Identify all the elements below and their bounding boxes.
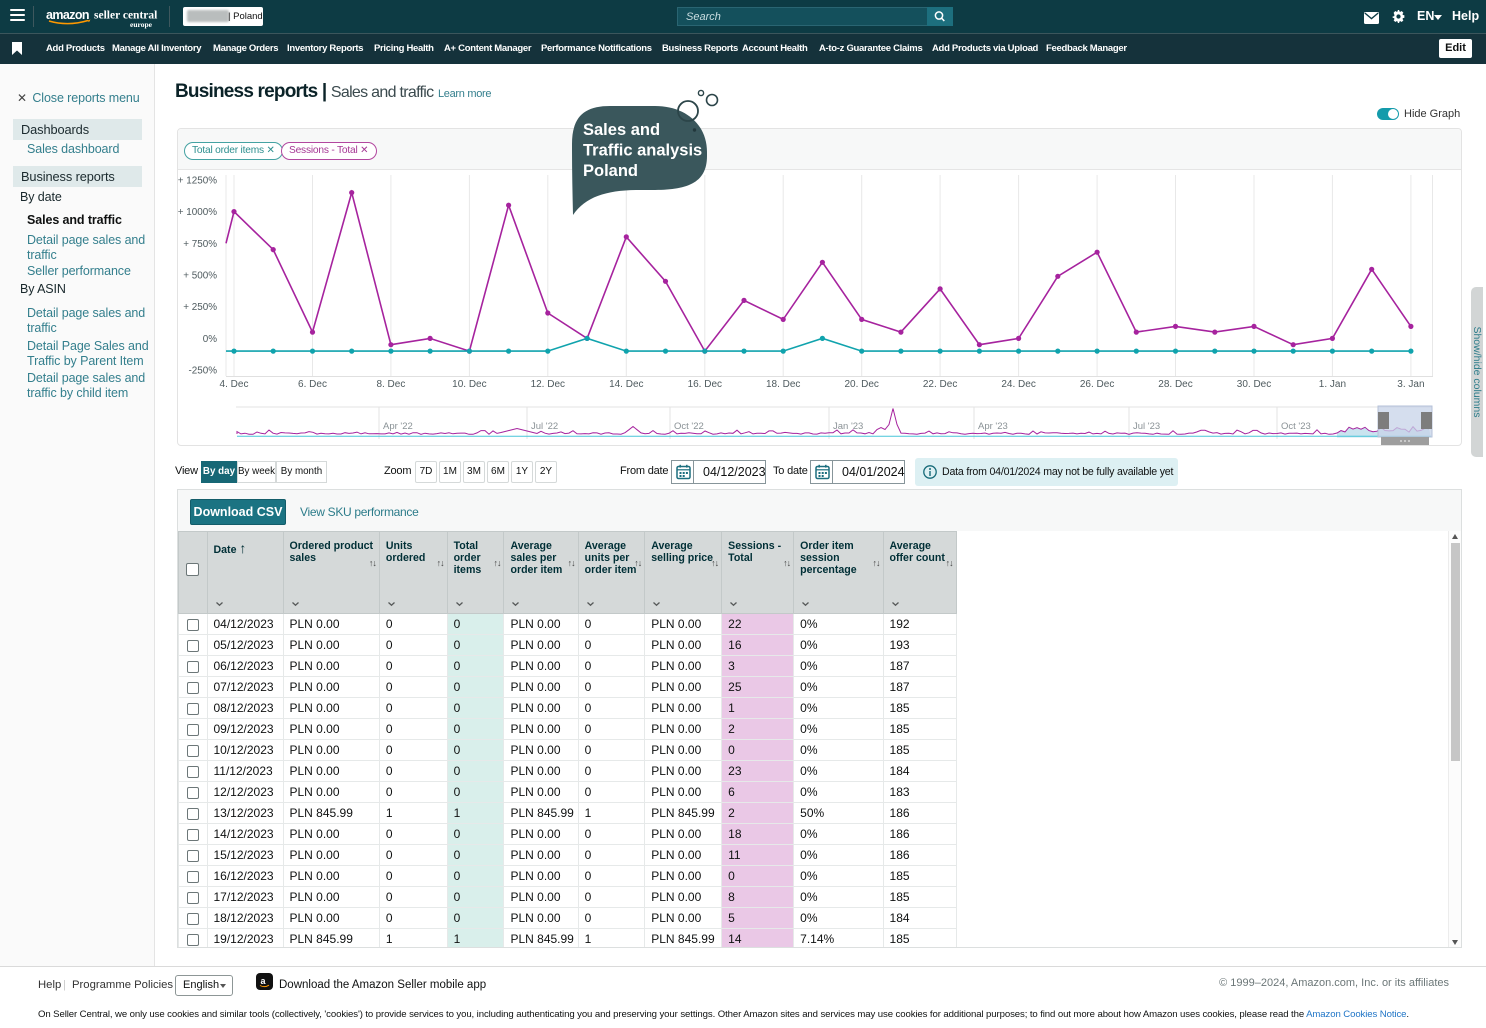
svg-text:18. Dec: 18. Dec <box>766 379 800 390</box>
svg-text:14. Dec: 14. Dec <box>609 379 643 390</box>
svg-text:Apr '23: Apr '23 <box>978 421 1008 432</box>
svg-text:Jul '22: Jul '22 <box>531 421 558 432</box>
svg-text:Poland: Poland <box>583 162 638 180</box>
svg-text:10. Dec: 10. Dec <box>452 379 486 390</box>
svg-text:+ 250%: + 250% <box>183 302 217 313</box>
svg-text:Jul '23: Jul '23 <box>1133 421 1160 432</box>
svg-text:Apr '22: Apr '22 <box>383 421 413 432</box>
svg-text:amazon: amazon <box>46 8 89 22</box>
svg-text:Traffic analysis: Traffic analysis <box>583 142 702 160</box>
svg-text:22. Dec: 22. Dec <box>923 379 957 390</box>
svg-text:4. Dec: 4. Dec <box>220 379 249 390</box>
svg-text:+ 1250%: + 1250% <box>178 175 217 186</box>
svg-text:26. Dec: 26. Dec <box>1080 379 1114 390</box>
svg-text:24. Dec: 24. Dec <box>1001 379 1035 390</box>
svg-text:+ 500%: + 500% <box>183 271 217 282</box>
svg-text:Jan '23: Jan '23 <box>833 421 863 432</box>
svg-text:6. Dec: 6. Dec <box>298 379 327 390</box>
svg-text:-250%: -250% <box>188 366 217 377</box>
svg-text:30. Dec: 30. Dec <box>1237 379 1271 390</box>
svg-text:a: a <box>261 976 267 986</box>
svg-text:12. Dec: 12. Dec <box>531 379 565 390</box>
svg-text:28. Dec: 28. Dec <box>1158 379 1192 390</box>
svg-text:20. Dec: 20. Dec <box>844 379 878 390</box>
svg-text:Sales and: Sales and <box>583 121 660 139</box>
svg-text:+ 750%: + 750% <box>183 239 217 250</box>
svg-text:8. Dec: 8. Dec <box>376 379 405 390</box>
svg-text:1. Jan: 1. Jan <box>1319 379 1346 390</box>
svg-text:Oct '22: Oct '22 <box>674 421 704 432</box>
svg-text:Oct '23: Oct '23 <box>1281 421 1311 432</box>
svg-text:16. Dec: 16. Dec <box>688 379 722 390</box>
svg-text:+ 1000%: + 1000% <box>178 207 217 218</box>
svg-text:3. Jan: 3. Jan <box>1397 379 1424 390</box>
svg-text:0%: 0% <box>203 334 217 345</box>
svg-text:europe: europe <box>130 20 153 29</box>
svg-text:seller central: seller central <box>94 10 157 22</box>
